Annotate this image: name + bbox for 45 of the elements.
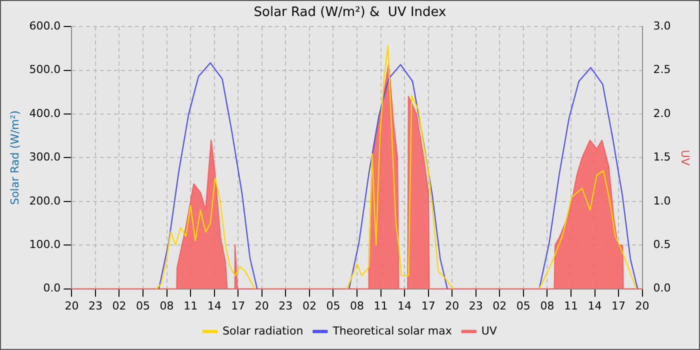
y-tick-label: 300.0 <box>29 150 61 164</box>
y-axis-title: Solar Rad (W/m²) <box>8 110 22 205</box>
x-tick-label: 05 <box>136 299 150 312</box>
x-tick-label: 20 <box>254 299 269 312</box>
y2-tick-label: 1.5 <box>653 150 671 164</box>
x-tick-label: 11 <box>564 299 578 312</box>
x-tick-label: 02 <box>302 299 316 312</box>
legend-label: Solar radiation <box>222 324 304 338</box>
x-tick-label: 14 <box>398 299 412 312</box>
x-tick-label: 05 <box>326 299 340 312</box>
y-tick-label: 400.0 <box>29 106 61 120</box>
x-tick-label: 23 <box>468 299 483 312</box>
y2-tick-label: 2.0 <box>653 106 671 120</box>
x-tick-label: 08 <box>540 299 554 312</box>
y-tick-label: 100.0 <box>29 238 61 251</box>
x-tick-label: 20 <box>445 299 460 312</box>
x-tick-label: 17 <box>421 299 436 312</box>
x-tick-label: 23 <box>278 299 293 312</box>
y2-tick-label: 2.5 <box>653 63 671 76</box>
y-tick-label: 600.0 <box>29 19 61 32</box>
x-tick-label: 05 <box>516 299 530 312</box>
y-tick-label: 200.0 <box>29 194 61 208</box>
y-tick-label: 500.0 <box>29 63 61 76</box>
y2-tick-label: 3.0 <box>653 19 671 32</box>
y2-tick-label: 0.0 <box>653 282 671 295</box>
x-tick-label: 17 <box>612 299 626 312</box>
x-tick-label: 11 <box>184 299 198 312</box>
x-tick-label: 17 <box>231 299 246 312</box>
x-tick-label: 08 <box>160 299 174 312</box>
x-tick-label: 20 <box>635 299 650 312</box>
x-tick-label: 08 <box>350 299 364 312</box>
x-tick-label: 23 <box>88 299 102 312</box>
chart-title: Solar Rad (W/m²) & UV Index <box>254 5 447 20</box>
x-tick-label: 11 <box>374 299 388 312</box>
x-tick-label: 20 <box>64 299 79 312</box>
y2-tick-label: 0.5 <box>653 238 671 251</box>
y2-tick-label: 1.0 <box>653 194 671 208</box>
y2-axis-title: UV <box>678 150 692 166</box>
legend-label: UV <box>481 324 498 338</box>
x-tick-label: 02 <box>492 299 507 312</box>
x-tick-label: 14 <box>588 299 602 312</box>
x-tick-label: 14 <box>207 299 222 312</box>
legend-label: Theoretical solar max <box>332 324 452 338</box>
x-tick-label: 02 <box>112 299 126 312</box>
y-tick-label: 0.0 <box>43 282 61 295</box>
